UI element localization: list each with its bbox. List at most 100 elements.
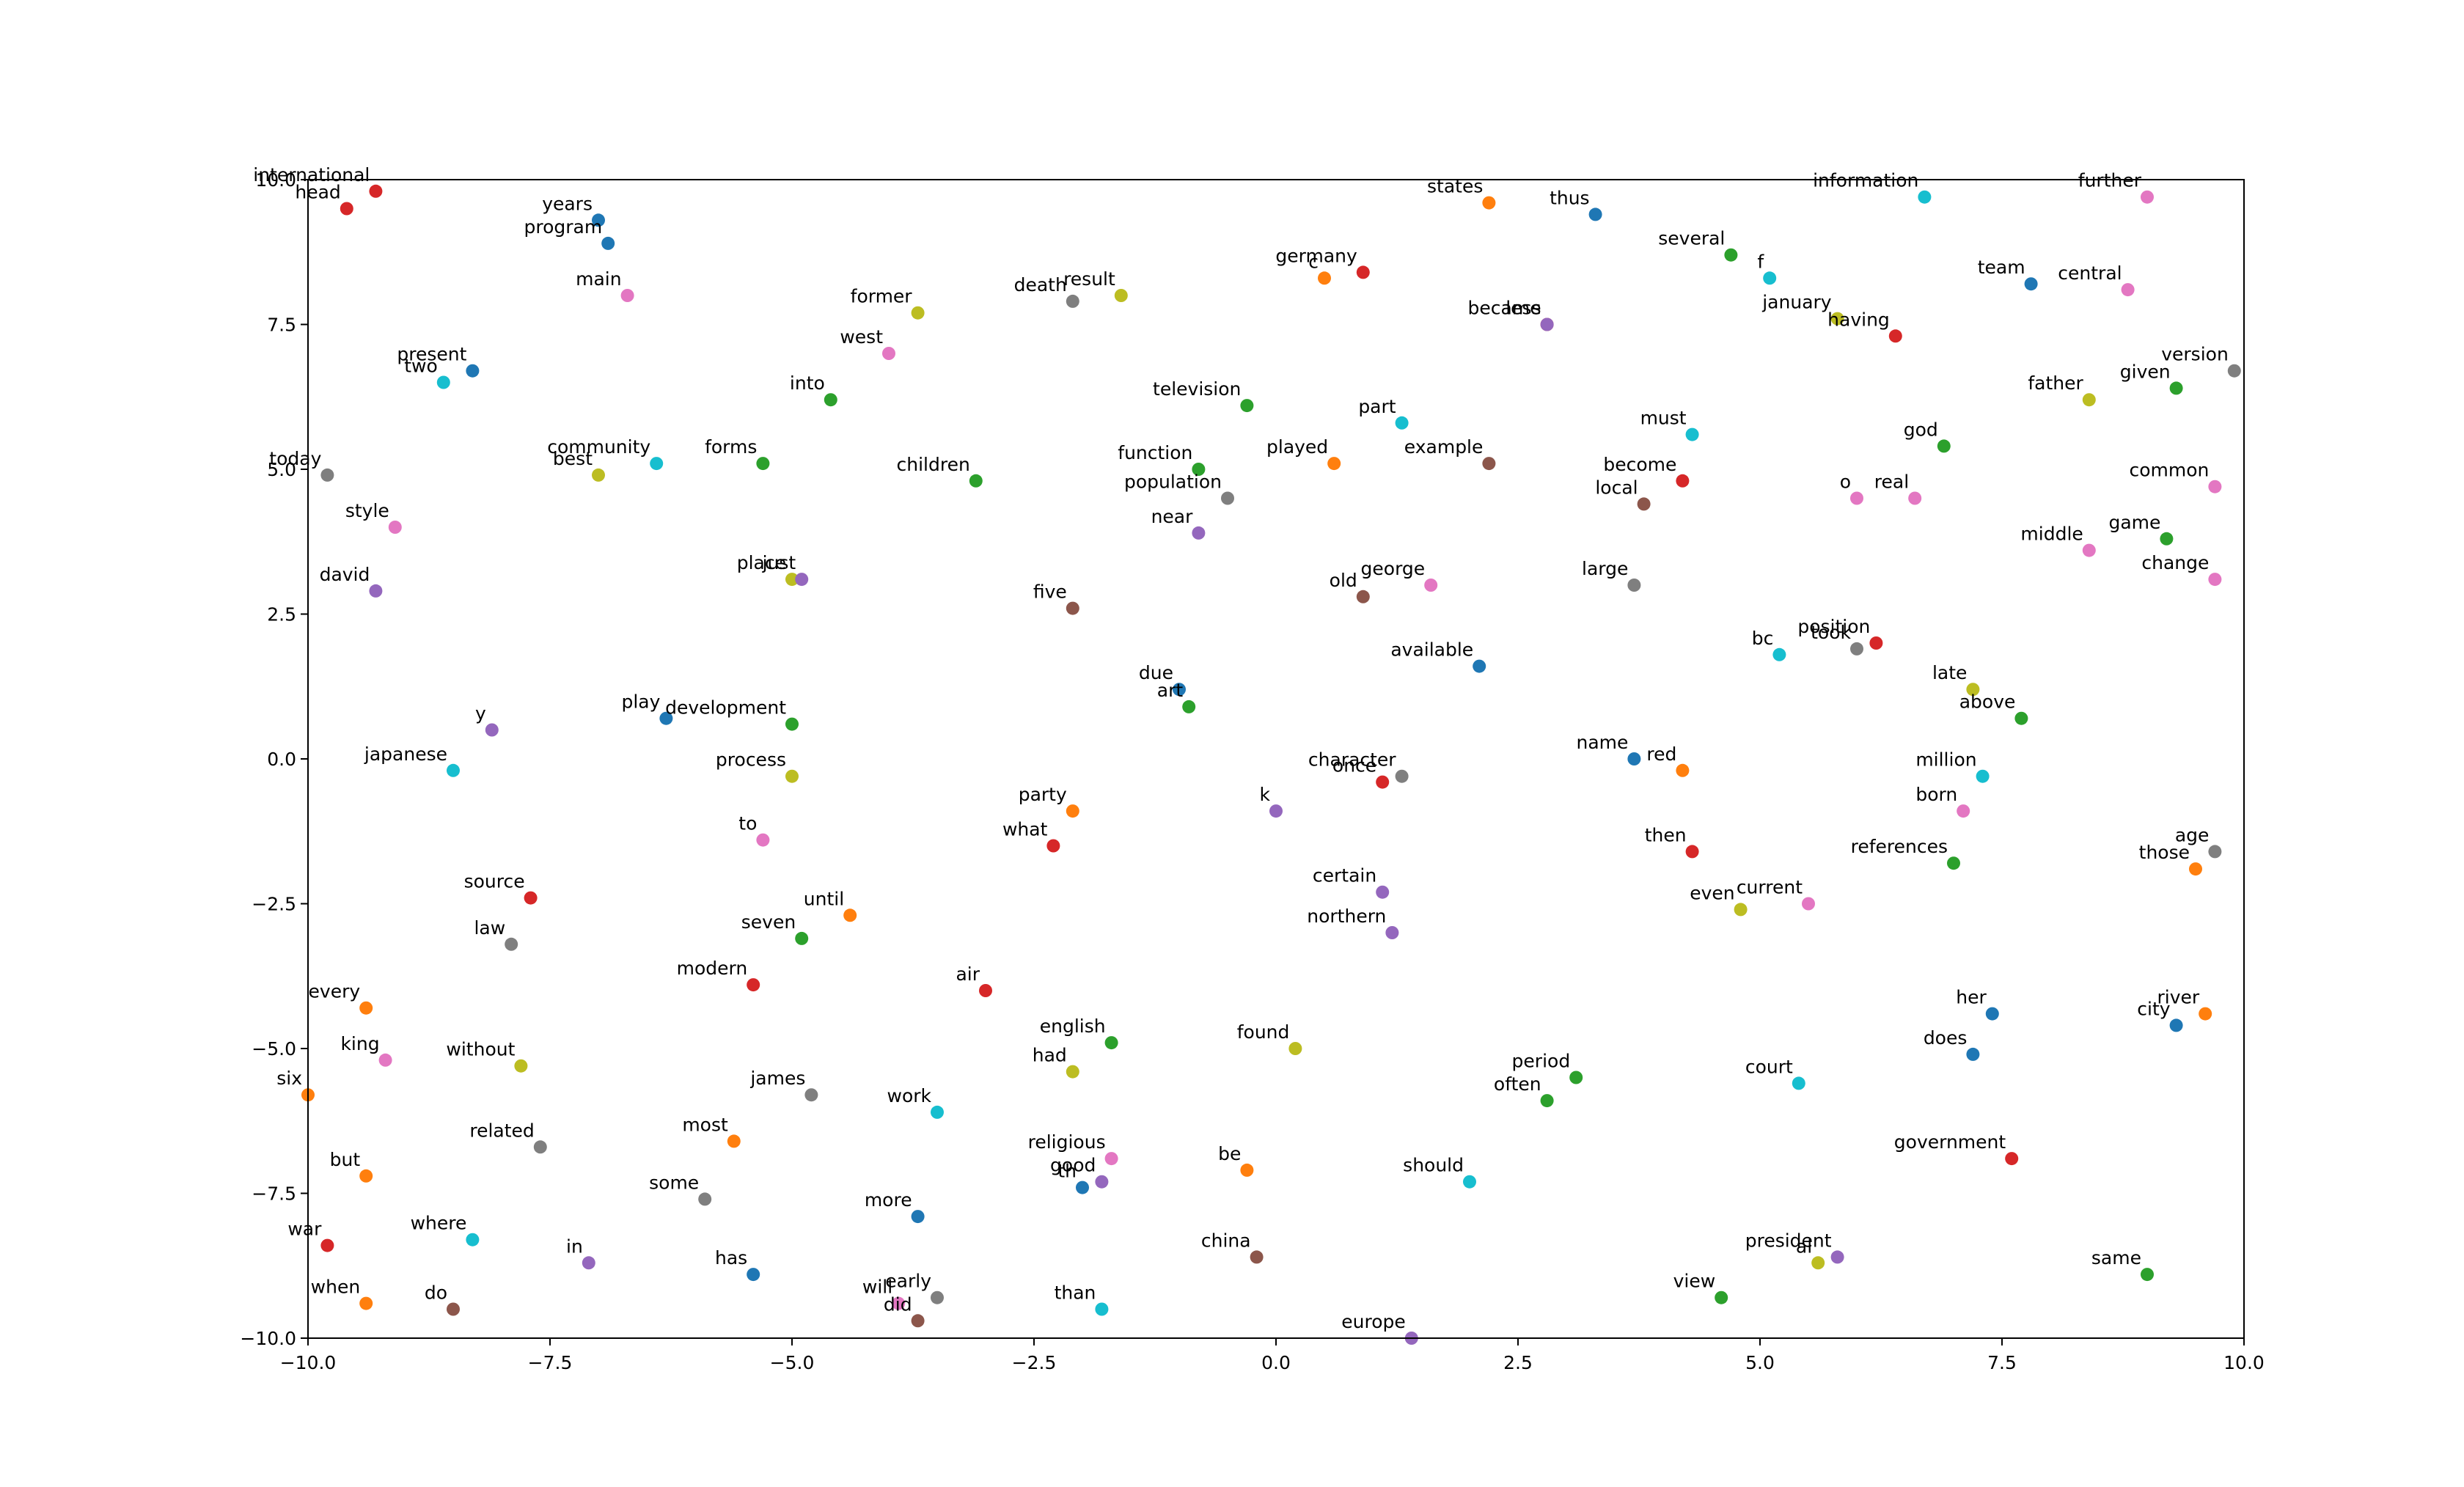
point-label: name xyxy=(1576,732,1628,753)
point-label: available xyxy=(1390,639,1473,661)
scatter-point xyxy=(1376,885,1390,899)
point-label: near xyxy=(1151,506,1194,527)
point-label: states xyxy=(1427,176,1483,197)
point-label: often xyxy=(1494,1073,1541,1095)
scatter-point xyxy=(1918,190,1932,204)
point-label: took xyxy=(1811,622,1851,643)
x-tick-label: −2.5 xyxy=(1012,1352,1057,1373)
x-axis: −10.0 −7.5 −5.0 −2.5 0.0 2.5 5.0 7.5 10.0 xyxy=(280,1338,2265,1373)
scatter-point xyxy=(931,1290,944,1304)
point-label: english xyxy=(1040,1016,1106,1037)
scatter-point xyxy=(2208,845,2222,859)
point-label: did xyxy=(884,1293,912,1315)
point-label: king xyxy=(340,1033,379,1054)
point-label: two xyxy=(404,356,438,377)
point-label: do xyxy=(425,1282,447,1304)
scatter-point xyxy=(2169,1018,2183,1032)
scatter-point xyxy=(1240,399,1254,413)
scatter-point xyxy=(1173,683,1186,697)
point-label: then xyxy=(1645,824,1687,845)
point-label: but xyxy=(330,1149,361,1170)
scatter-point xyxy=(659,711,673,725)
scatter-point xyxy=(466,364,480,378)
point-label: where xyxy=(411,1213,467,1234)
point-label: period xyxy=(1512,1051,1571,1072)
point-label: y xyxy=(475,703,486,724)
y-tick-label: −10.0 xyxy=(240,1328,296,1349)
y-tick-label: −5.0 xyxy=(252,1038,296,1060)
scatter-point xyxy=(485,723,499,737)
scatter-point xyxy=(756,457,770,471)
scatter-point xyxy=(1395,416,1409,430)
scatter-point xyxy=(601,236,615,250)
scatter-point xyxy=(1463,1175,1476,1189)
point-label: west xyxy=(840,326,883,348)
point-label: father xyxy=(2028,372,2083,394)
point-label: be xyxy=(1218,1143,1241,1164)
scatter-point xyxy=(320,1238,334,1252)
x-tick-label: 0.0 xyxy=(1261,1352,1291,1373)
scatter-point xyxy=(911,1210,925,1224)
scatter-point xyxy=(843,908,857,922)
point-label: george xyxy=(1361,558,1426,579)
scatter-point xyxy=(2208,573,2222,587)
point-label: result xyxy=(1063,268,1115,290)
scatter-point xyxy=(785,769,799,783)
point-label: age xyxy=(2175,824,2210,845)
point-label: play xyxy=(621,691,660,713)
scatter-point xyxy=(447,763,460,777)
scatter-point xyxy=(892,1296,906,1310)
scatter-point xyxy=(979,984,992,997)
point-label: most xyxy=(682,1114,728,1135)
scatter-point xyxy=(1685,845,1699,859)
point-label: when xyxy=(311,1277,361,1298)
scatter-point xyxy=(1376,775,1390,789)
point-label: head xyxy=(295,182,340,203)
scatter-point xyxy=(1850,491,1863,505)
scatter-point xyxy=(882,347,895,360)
point-label: children xyxy=(896,454,969,475)
scatter-point xyxy=(911,306,925,320)
scatter-point xyxy=(388,521,402,534)
scatter-point xyxy=(1240,1163,1254,1177)
scatter-point xyxy=(1192,463,1206,476)
scatter-point xyxy=(447,1302,460,1316)
y-tick-label: 2.5 xyxy=(267,604,296,625)
scatter-point xyxy=(785,573,799,587)
point-label: government xyxy=(1894,1131,2006,1153)
point-label: source xyxy=(464,871,525,892)
scatter-point xyxy=(1957,804,1970,818)
scatter-point xyxy=(1095,1302,1109,1316)
scatter-point xyxy=(466,1233,480,1246)
scatter-point xyxy=(1850,642,1863,656)
scatter-point xyxy=(1724,248,1738,262)
x-tick-label: −7.5 xyxy=(528,1352,573,1373)
scatter-point xyxy=(582,1256,595,1270)
point-label: al xyxy=(1796,1236,1812,1257)
point-label: than xyxy=(1055,1282,1096,1304)
scatter-point xyxy=(620,289,634,302)
scatter-point xyxy=(1569,1071,1583,1084)
point-label: several xyxy=(1658,228,1725,249)
scatter-point xyxy=(320,468,334,482)
x-tick-label: 2.5 xyxy=(1503,1352,1533,1373)
scatter-point xyxy=(2208,480,2222,493)
point-label: every xyxy=(309,981,361,1002)
scatter-point xyxy=(524,891,538,905)
scatter-point xyxy=(2121,283,2135,297)
scatter-point xyxy=(1627,579,1641,592)
scatter-point xyxy=(1076,1181,1089,1194)
point-label: game xyxy=(2108,512,2160,533)
scatter-point xyxy=(514,1059,528,1073)
point-label: international xyxy=(253,164,370,186)
point-label: death xyxy=(1014,274,1067,295)
point-label: even xyxy=(1690,882,1734,903)
scatter-point xyxy=(378,1053,392,1067)
point-label: program xyxy=(524,216,602,238)
scatter-point xyxy=(1327,457,1341,471)
point-label: just xyxy=(762,552,796,573)
scatter-point xyxy=(1269,804,1283,818)
point-label: had xyxy=(1033,1045,1067,1066)
point-label: process xyxy=(716,749,786,771)
